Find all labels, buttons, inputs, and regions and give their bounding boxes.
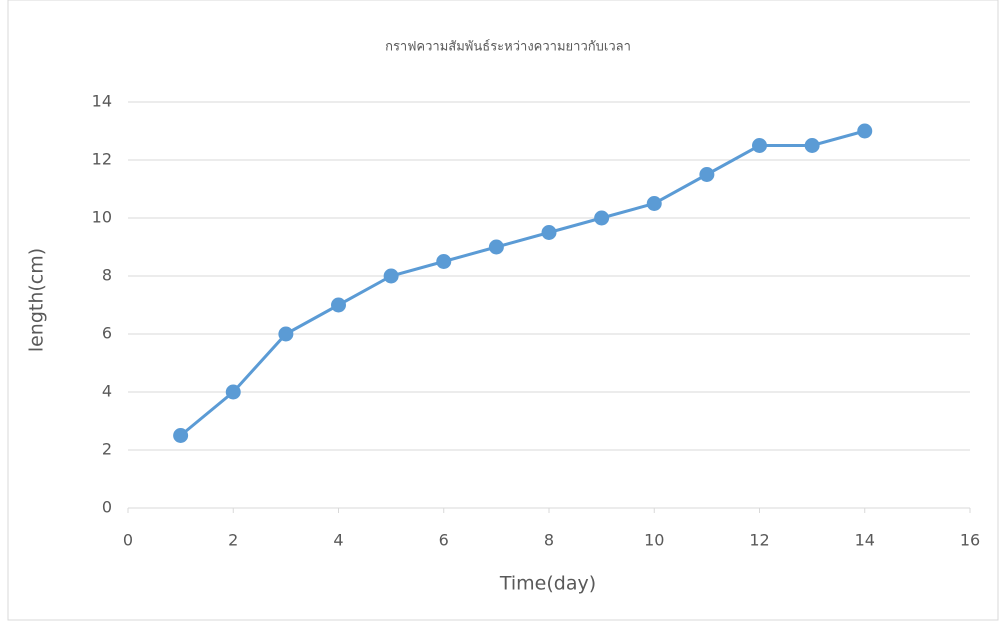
x-tick-label: 10 (644, 531, 664, 550)
data-point (383, 268, 399, 284)
data-point (699, 167, 715, 182)
x-tick-label: 2 (228, 531, 238, 550)
chart-title: กราฟความสัมพันธ์ระหว่างความยาวกับเวลา (385, 39, 631, 55)
data-point (488, 239, 504, 255)
data-point (278, 326, 294, 342)
x-tick-label: 8 (544, 531, 554, 550)
y-tick-label: 2 (102, 440, 112, 459)
y-tick-label: 0 (102, 498, 112, 517)
data-point (752, 138, 767, 153)
chart-frame (7, 0, 999, 621)
data-point (804, 138, 820, 153)
data-point (225, 384, 241, 400)
data-point (646, 196, 662, 211)
data-point (857, 123, 873, 139)
series-line (179, 129, 866, 437)
x-tick-label: 6 (439, 531, 449, 550)
x-tick-label: 0 (123, 531, 133, 550)
x-tick-label: 14 (855, 531, 875, 550)
x-tick-label: 4 (333, 531, 343, 550)
data-point (594, 210, 610, 226)
y-axis-title: length(cm) (26, 248, 48, 352)
x-axis-title: Time(day) (499, 573, 596, 595)
y-tick-label: 4 (102, 382, 112, 401)
y-tick-label: 10 (92, 208, 112, 227)
y-tick-label: 12 (92, 150, 112, 169)
data-point (173, 428, 189, 443)
data-point (331, 297, 346, 313)
y-tick-label: 14 (92, 92, 112, 111)
data-point (541, 225, 557, 240)
y-tick-label: 6 (102, 324, 112, 343)
x-tick-label: 16 (960, 531, 980, 550)
x-tick-label: 12 (749, 531, 769, 550)
y-tick-label: 8 (102, 266, 112, 285)
data-point (436, 254, 452, 269)
